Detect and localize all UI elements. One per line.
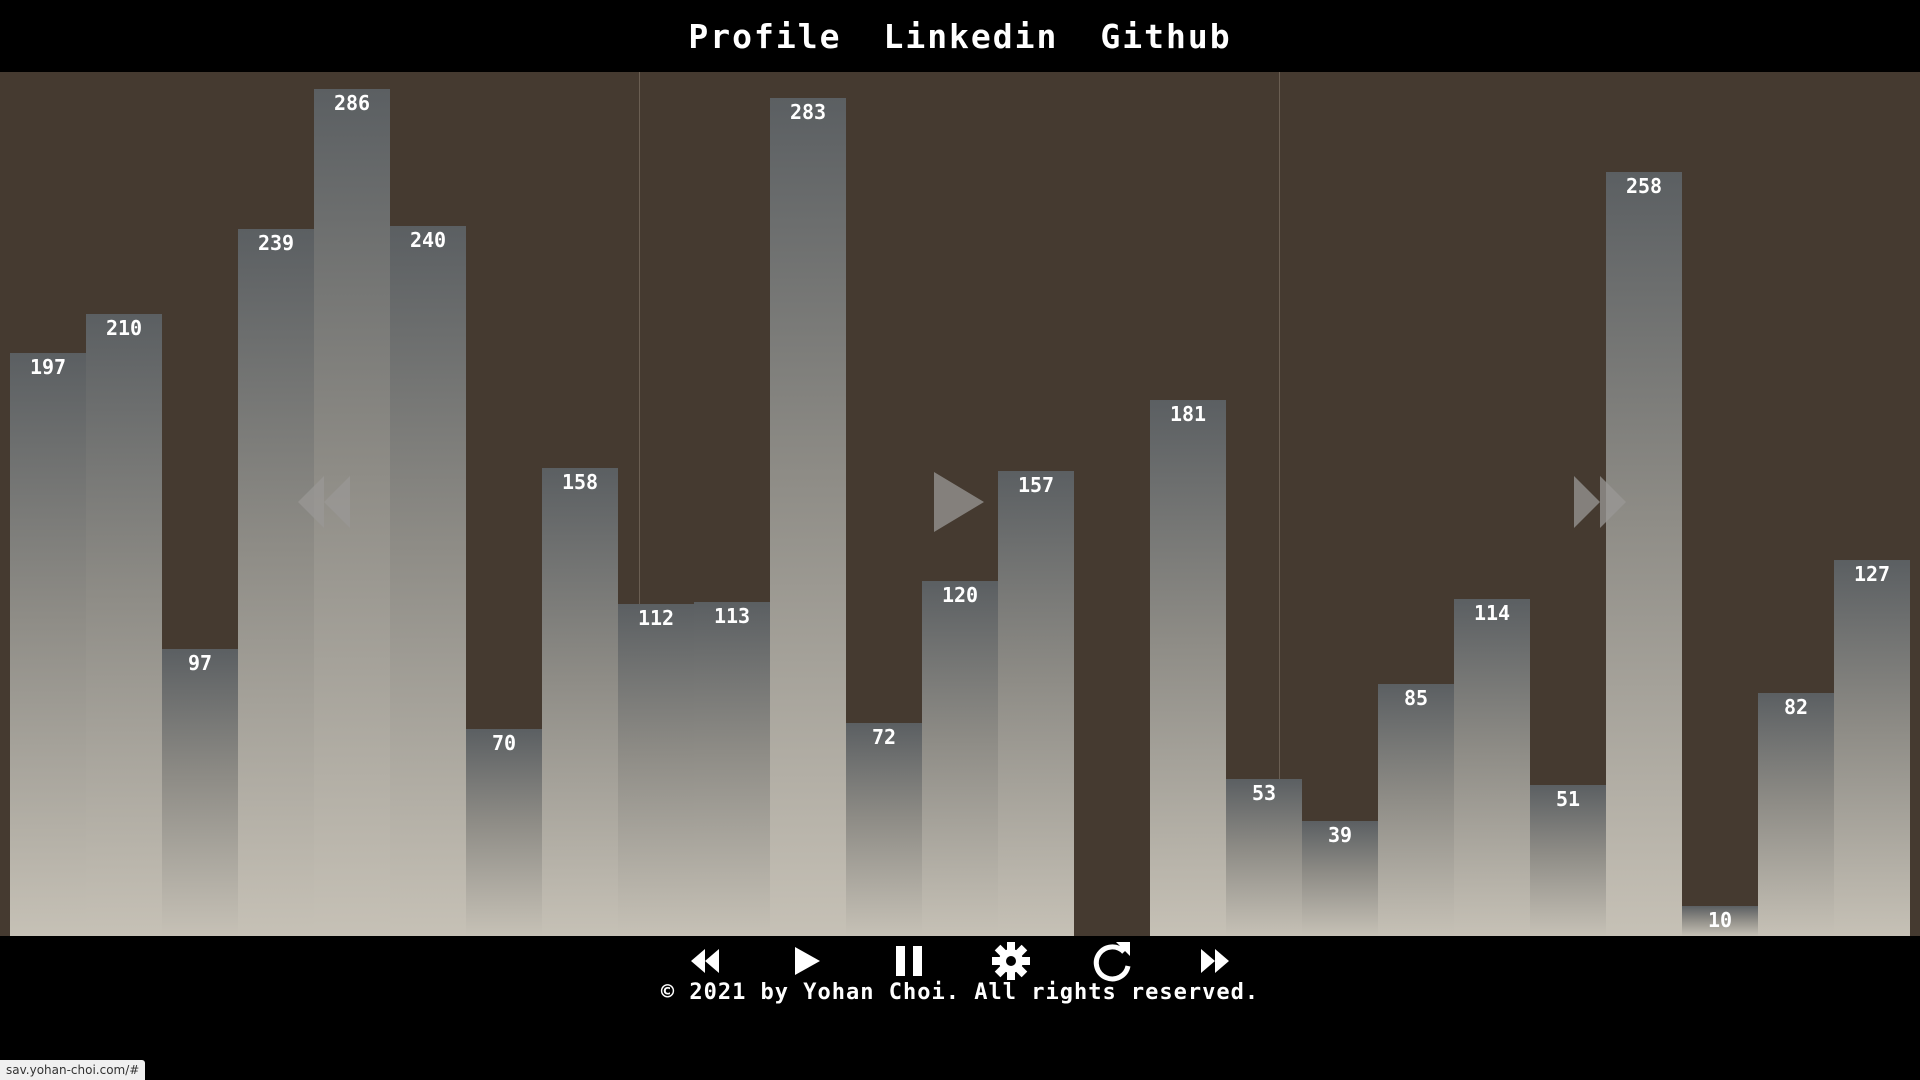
bar-value-label: 258 bbox=[1625, 174, 1663, 198]
bar-value-label: 181 bbox=[1169, 402, 1207, 426]
bar-value-label: 240 bbox=[409, 228, 447, 252]
nav-profile-link[interactable]: Profile bbox=[688, 16, 842, 56]
visualizer-bar bbox=[542, 468, 618, 936]
bar-value-label: 197 bbox=[29, 355, 67, 379]
bar-value-label: 120 bbox=[941, 583, 979, 607]
bar-value-label: 127 bbox=[1853, 562, 1891, 586]
gear-icon bbox=[992, 942, 1030, 980]
fast-forward-icon bbox=[1201, 949, 1229, 973]
copyright-footer: © 2021 by Yohan Choi. All rights reserve… bbox=[660, 980, 1260, 1005]
visualizer-bar bbox=[1454, 599, 1530, 936]
pause-icon bbox=[896, 946, 922, 976]
visualizer-bar bbox=[998, 471, 1074, 936]
status-bar-url: sav.yohan-choi.com/# bbox=[0, 1060, 146, 1080]
rewind-button[interactable] bbox=[683, 939, 727, 983]
refresh-icon bbox=[1093, 942, 1131, 982]
visualizer-bar bbox=[1530, 785, 1606, 936]
bar-value-label: 158 bbox=[561, 470, 599, 494]
visualizer-bar bbox=[1378, 684, 1454, 936]
bar-value-label: 39 bbox=[1327, 823, 1353, 847]
player-controls bbox=[0, 936, 1920, 986]
visualizer-bar bbox=[314, 89, 390, 936]
bar-value-label: 157 bbox=[1017, 473, 1055, 497]
rewind-icon bbox=[691, 949, 719, 973]
visualizer-bar bbox=[694, 602, 770, 936]
bar-value-label: 51 bbox=[1555, 787, 1581, 811]
zone-divider bbox=[1279, 72, 1280, 936]
play-icon[interactable] bbox=[934, 472, 984, 532]
visualizer-bar bbox=[1302, 821, 1378, 936]
nav-linkedin-link[interactable]: Linkedin bbox=[883, 16, 1059, 56]
fast-forward-icon[interactable] bbox=[1572, 472, 1628, 532]
visualizer-bar bbox=[238, 229, 314, 936]
bar-value-label: 283 bbox=[789, 100, 827, 124]
visualizer-bar bbox=[1682, 906, 1758, 936]
bar-value-label: 10 bbox=[1707, 908, 1733, 932]
visualizer-bar bbox=[1150, 400, 1226, 936]
bar-value-label: 113 bbox=[713, 604, 751, 628]
bar-value-label: 114 bbox=[1473, 601, 1511, 625]
visualizer-bar bbox=[10, 353, 86, 936]
visualizer-bar bbox=[390, 226, 466, 936]
settings-button[interactable] bbox=[989, 939, 1033, 983]
nav-github-link[interactable]: Github bbox=[1100, 16, 1232, 56]
bar-value-label: 112 bbox=[637, 606, 675, 630]
bar-value-label: 286 bbox=[333, 91, 371, 115]
visualizer-bar bbox=[1606, 172, 1682, 936]
visualizer-bar bbox=[86, 314, 162, 936]
visualizer-bar bbox=[618, 604, 694, 936]
bar-value-label: 210 bbox=[105, 316, 143, 340]
bar-value-label: 239 bbox=[257, 231, 295, 255]
visualizer-bar bbox=[846, 723, 922, 936]
bar-value-label: 85 bbox=[1403, 686, 1429, 710]
visualizer-bar bbox=[922, 581, 998, 936]
pause-button[interactable] bbox=[887, 939, 931, 983]
rewind-icon[interactable] bbox=[296, 472, 352, 532]
visualizer-bar bbox=[770, 98, 846, 936]
bar-value-label: 53 bbox=[1251, 781, 1277, 805]
bar-value-label: 97 bbox=[187, 651, 213, 675]
visualizer-bar bbox=[1834, 560, 1910, 936]
zone-divider bbox=[639, 72, 640, 936]
refresh-button[interactable] bbox=[1091, 939, 1135, 983]
play-icon bbox=[795, 947, 820, 975]
bar-value-label: 70 bbox=[491, 731, 517, 755]
visualizer-stage: 197 210 97 239 286 240 70 158 112 113 283 72 120 157 1… bbox=[0, 72, 1920, 936]
fast-forward-button[interactable] bbox=[1193, 939, 1237, 983]
visualizer-bar bbox=[1758, 693, 1834, 936]
play-button[interactable] bbox=[785, 939, 829, 983]
bar-value-label: 72 bbox=[871, 725, 897, 749]
visualizer-bar bbox=[162, 649, 238, 936]
top-nav: Profile Linkedin Github bbox=[0, 0, 1920, 72]
visualizer-bar bbox=[466, 729, 542, 936]
bar-value-label: 82 bbox=[1783, 695, 1809, 719]
visualizer-bar bbox=[1226, 779, 1302, 936]
